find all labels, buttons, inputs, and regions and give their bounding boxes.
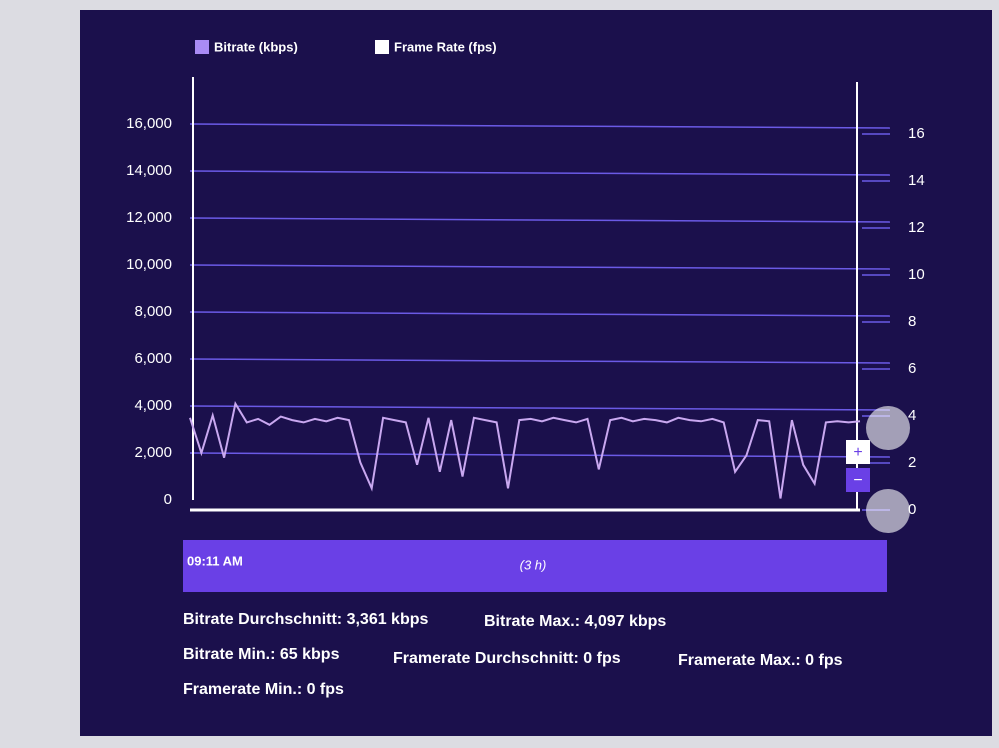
y2-tick-label: 10 bbox=[908, 266, 925, 283]
legend-label: Bitrate (kbps) bbox=[214, 39, 298, 54]
stat: Bitrate Durchschnitt: 3,361 kbps bbox=[183, 611, 429, 628]
range-handle[interactable] bbox=[866, 489, 910, 533]
range-start: 09:11 AM bbox=[187, 553, 243, 568]
y2-tick-label: 2 bbox=[908, 454, 916, 471]
legend-swatch bbox=[375, 40, 389, 54]
range-span: (3 h) bbox=[520, 557, 547, 572]
y-tick-label: 8,000 bbox=[134, 303, 172, 320]
stat: Framerate Min.: 0 fps bbox=[183, 681, 344, 698]
y2-tick-label: 14 bbox=[908, 172, 925, 189]
range-handle[interactable] bbox=[866, 406, 910, 450]
grid-line bbox=[189, 123, 891, 129]
y-tick-label: 12,000 bbox=[126, 209, 172, 226]
y-tick-label: 4,000 bbox=[134, 397, 172, 414]
grid-line bbox=[189, 217, 891, 223]
stat: Framerate Durchschnitt: 0 fps bbox=[393, 650, 621, 667]
y-tick-label: 14,000 bbox=[126, 162, 172, 179]
stat: Bitrate Max.: 4,097 kbps bbox=[484, 613, 666, 630]
zoom-in[interactable] bbox=[846, 440, 870, 464]
stat: Bitrate Min.: 65 kbps bbox=[183, 646, 340, 663]
zoom-in-icon: + bbox=[853, 444, 862, 461]
grid-line bbox=[189, 264, 891, 270]
grid-line bbox=[189, 405, 891, 411]
y-tick-label: 10,000 bbox=[126, 256, 172, 273]
y2-tick-label: 4 bbox=[908, 407, 916, 424]
y-tick-label: 2,000 bbox=[134, 444, 172, 461]
y2-tick-label: 6 bbox=[908, 360, 916, 377]
panel bbox=[80, 10, 992, 736]
grid-line bbox=[189, 170, 891, 176]
y2-tick-label: 0 bbox=[908, 501, 916, 518]
y2-tick-label: 16 bbox=[908, 125, 925, 142]
legend-label: Frame Rate (fps) bbox=[394, 39, 497, 54]
stat: Framerate Max.: 0 fps bbox=[678, 652, 843, 669]
y-tick-label: 16,000 bbox=[126, 115, 172, 132]
series-line bbox=[189, 401, 861, 499]
y2-tick-label: 12 bbox=[908, 219, 925, 236]
y-tick-label: 6,000 bbox=[134, 350, 172, 367]
grid-line bbox=[189, 358, 891, 364]
grid-line bbox=[189, 311, 891, 317]
y2-tick-label: 8 bbox=[908, 313, 916, 330]
zoom-out[interactable] bbox=[846, 468, 870, 492]
legend-swatch bbox=[195, 40, 209, 54]
zoom-out-icon: − bbox=[853, 472, 862, 489]
y-tick-label: 0 bbox=[164, 491, 172, 508]
range-bar[interactable] bbox=[183, 540, 887, 592]
